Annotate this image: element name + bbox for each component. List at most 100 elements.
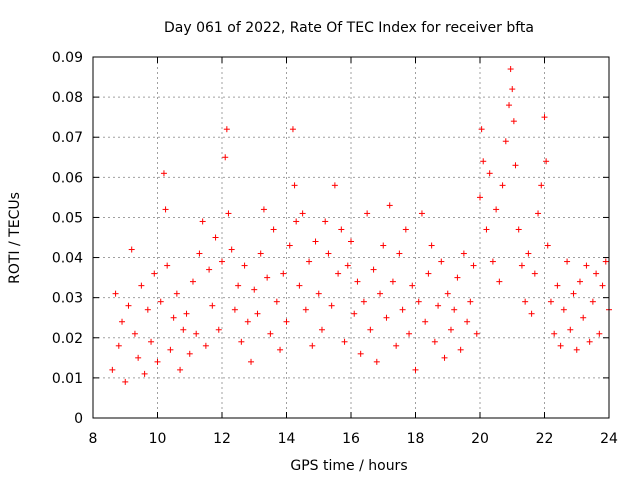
data-point (576, 278, 583, 285)
data-point (428, 242, 435, 249)
y-tick-label: 0.06 (52, 170, 83, 186)
data-point (328, 302, 335, 309)
data-point (507, 66, 514, 73)
grid-lines (93, 57, 609, 418)
data-point (580, 314, 587, 321)
data-point (525, 250, 532, 257)
data-point (160, 170, 167, 177)
data-point (478, 126, 485, 133)
data-point (154, 358, 161, 365)
data-point (406, 330, 413, 337)
data-point (270, 226, 277, 233)
x-tick-label: 24 (600, 431, 618, 447)
data-point (541, 114, 548, 121)
data-point (318, 326, 325, 333)
data-point (289, 126, 296, 133)
data-point (264, 274, 271, 281)
data-point (291, 182, 298, 189)
data-point (293, 218, 300, 225)
data-point (596, 330, 603, 337)
data-point (506, 102, 513, 109)
data-point (389, 278, 396, 285)
data-point (125, 302, 132, 309)
x-tick-label: 16 (342, 431, 360, 447)
data-point (554, 282, 561, 289)
data-point (248, 358, 255, 365)
data-point (386, 202, 393, 209)
data-point (348, 238, 354, 245)
data-point (454, 274, 461, 281)
data-point (409, 282, 416, 289)
data-point (483, 226, 490, 233)
data-point (415, 298, 422, 305)
data-point (223, 126, 230, 133)
data-point (315, 290, 322, 297)
data-point (277, 346, 284, 353)
data-point (228, 246, 235, 253)
data-point (567, 326, 574, 333)
data-point (212, 234, 219, 241)
data-point (557, 342, 564, 349)
data-point (231, 306, 238, 313)
data-point (402, 226, 409, 233)
data-point (560, 306, 567, 313)
data-point (383, 314, 390, 321)
tick-labels: 0 0.01 0.02 0.03 0.04 0.05 0.06 0.07 0.08 0.09 8 10… (52, 50, 618, 447)
data-point (331, 182, 338, 189)
data-point (538, 182, 545, 189)
data-point (244, 318, 251, 325)
data-point (338, 226, 345, 233)
data-point (273, 298, 280, 305)
data-point (360, 298, 367, 305)
x-tick-label: 8 (89, 431, 98, 447)
data-point (486, 170, 493, 177)
data-point (122, 378, 129, 385)
data-point (547, 298, 554, 305)
data-point (460, 250, 467, 257)
x-tick-label: 14 (278, 431, 296, 447)
data-point (551, 330, 558, 337)
data-point (144, 306, 151, 313)
data-point (467, 298, 474, 305)
data-point (499, 182, 506, 189)
x-tick-label: 12 (213, 431, 231, 447)
data-point (235, 282, 242, 289)
data-point (151, 270, 158, 277)
data-point (515, 226, 522, 233)
data-point (473, 330, 480, 337)
data-point (373, 358, 380, 365)
data-point (257, 250, 264, 257)
data-point (522, 298, 529, 305)
data-point (286, 242, 293, 249)
data-point (528, 310, 535, 317)
scatter-points (109, 66, 612, 385)
data-point (496, 278, 503, 285)
data-point (531, 270, 538, 277)
x-tick-label: 22 (536, 431, 554, 447)
data-point (510, 118, 517, 125)
data-point (489, 258, 496, 265)
data-point (109, 366, 116, 373)
data-point (583, 262, 590, 269)
data-point (254, 310, 261, 317)
data-point (322, 218, 329, 225)
data-point (138, 282, 145, 289)
data-point (302, 306, 309, 313)
y-tick-label: 0.02 (52, 331, 83, 347)
data-point (280, 270, 287, 277)
data-point (260, 206, 267, 213)
data-point (162, 206, 169, 213)
data-point (135, 354, 142, 361)
data-point (164, 262, 171, 269)
data-point (128, 246, 135, 253)
data-point (377, 290, 384, 297)
data-point (283, 318, 290, 325)
data-point (189, 278, 196, 285)
data-point (438, 258, 445, 265)
data-point (470, 262, 477, 269)
data-point (457, 346, 464, 353)
data-point (312, 238, 319, 245)
data-point (393, 342, 400, 349)
y-tick-label: 0.08 (52, 90, 83, 106)
data-point (477, 194, 483, 201)
